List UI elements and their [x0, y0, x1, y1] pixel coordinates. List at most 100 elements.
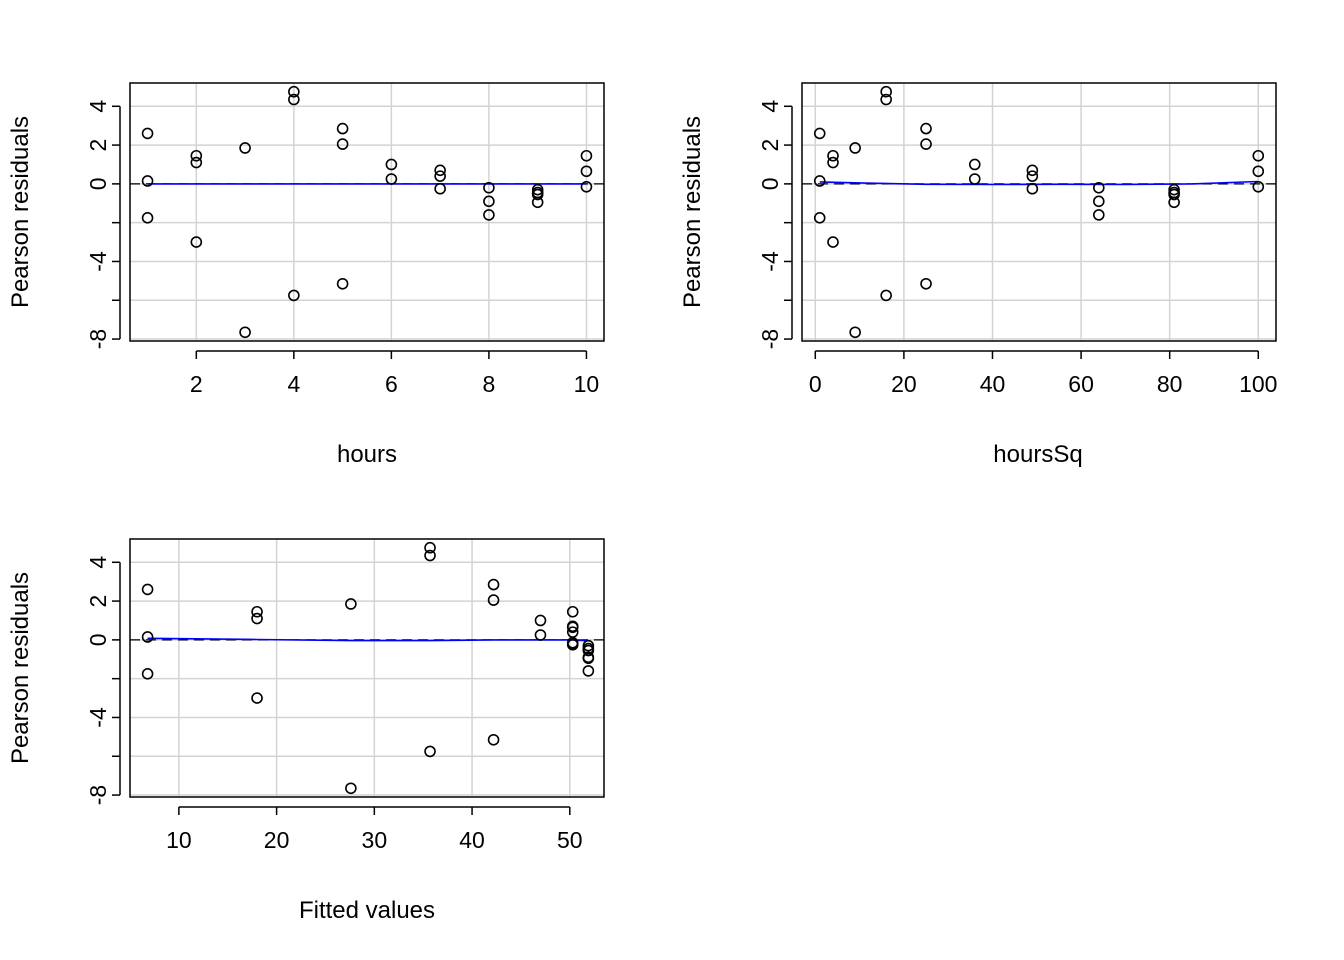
data-point	[1026, 170, 1039, 182]
data-point	[251, 692, 263, 704]
data-point	[345, 782, 357, 795]
x-tick-label: 10	[574, 371, 600, 397]
y-axis-title-panel-2: Pearson residuals	[679, 116, 706, 308]
data-point	[580, 149, 593, 162]
data-point	[141, 212, 154, 224]
data-point	[385, 173, 398, 185]
data-point	[1026, 164, 1039, 177]
data-point	[336, 138, 349, 150]
x-tick-label: 20	[264, 827, 290, 853]
data-point	[288, 289, 300, 302]
data-point	[483, 195, 495, 208]
data-point	[920, 122, 932, 135]
data-point	[141, 175, 154, 187]
data-point	[141, 583, 154, 596]
x-tick-label: 60	[1068, 371, 1094, 397]
smooth-curve	[147, 637, 589, 642]
data-point	[434, 164, 446, 177]
data-point	[483, 181, 495, 194]
data-point	[813, 212, 826, 224]
data-point	[251, 612, 263, 625]
y-tick-label: -4	[85, 707, 111, 728]
y-tick-label: -8	[757, 329, 783, 349]
x-axis-title-hourssq: hoursSq	[993, 441, 1082, 468]
data-point	[1252, 180, 1265, 193]
y-tick-label: -8	[85, 785, 111, 805]
x-tick-label: 10	[166, 827, 192, 853]
data-point	[141, 668, 154, 680]
data-point	[1026, 182, 1039, 195]
data-point	[336, 122, 349, 135]
data-point	[239, 326, 251, 339]
plot-frame	[801, 82, 1277, 342]
data-point	[920, 138, 932, 150]
data-point	[580, 180, 593, 193]
data-point	[531, 196, 544, 209]
data-point	[424, 745, 436, 758]
data-point	[827, 236, 839, 248]
y-tick-label: 2	[85, 595, 111, 608]
y-tick-label: 0	[85, 177, 111, 190]
data-point	[968, 158, 981, 171]
data-point	[141, 127, 154, 140]
data-point	[968, 173, 981, 185]
residuals-vs-hourssq-panel: 0 20 40 60 80 100 -8 -4 0 2 4	[757, 82, 1277, 397]
data-point	[534, 614, 547, 627]
data-point	[827, 156, 839, 169]
data-point	[920, 277, 932, 290]
y-tick-label: -8	[85, 329, 111, 349]
data-point	[827, 149, 839, 162]
residuals-vs-hours-panel: 2 4 6 8 10 -8 -4 0 2 4	[85, 82, 605, 397]
plot-frame	[129, 538, 605, 798]
data-point	[288, 93, 300, 106]
data-point	[424, 541, 436, 554]
y-axis-title-panel-1: Pearson residuals	[7, 116, 34, 308]
data-point	[190, 236, 203, 248]
data-point	[487, 733, 500, 746]
data-point	[566, 621, 579, 634]
data-point	[190, 149, 203, 162]
data-point	[582, 644, 595, 657]
data-point	[582, 665, 595, 677]
data-point	[251, 605, 263, 618]
data-point	[141, 631, 154, 643]
data-point	[487, 594, 500, 606]
x-tick-label: 6	[385, 371, 398, 397]
data-point	[813, 175, 826, 187]
data-point	[880, 93, 892, 106]
data-point	[434, 170, 446, 182]
x-tick-label: 40	[980, 371, 1006, 397]
data-point	[1093, 209, 1105, 221]
data-point	[288, 85, 300, 98]
data-point	[534, 629, 547, 641]
x-tick-label: 50	[557, 827, 583, 853]
data-point	[1093, 181, 1105, 194]
data-point	[566, 605, 579, 618]
y-tick-label: 4	[85, 100, 111, 113]
data-point	[1093, 195, 1105, 208]
data-point	[239, 142, 251, 154]
data-point	[813, 127, 826, 140]
data-point	[582, 652, 595, 665]
data-point	[1252, 165, 1265, 178]
x-axis-title-hours: hours	[337, 441, 397, 468]
residuals-vs-fitted-panel: 10 20 30 40 50 -8 -4 0 2 4	[85, 538, 605, 853]
data-point	[880, 289, 892, 302]
x-tick-label: 20	[891, 371, 917, 397]
y-tick-label: 2	[85, 139, 111, 152]
data-point	[483, 209, 495, 221]
x-tick-label: 8	[483, 371, 496, 397]
y-tick-label: 2	[757, 139, 783, 152]
x-tick-label: 0	[809, 371, 822, 397]
data-point	[487, 578, 500, 591]
x-tick-label: 80	[1157, 371, 1183, 397]
y-tick-label: 0	[85, 633, 111, 646]
y-tick-label: 4	[85, 556, 111, 569]
data-point	[336, 277, 349, 290]
data-point	[385, 158, 398, 171]
data-point	[1168, 196, 1180, 209]
data-point	[580, 165, 593, 178]
y-axis-title-panel-3: Pearson residuals	[7, 572, 34, 764]
data-point	[190, 156, 203, 169]
